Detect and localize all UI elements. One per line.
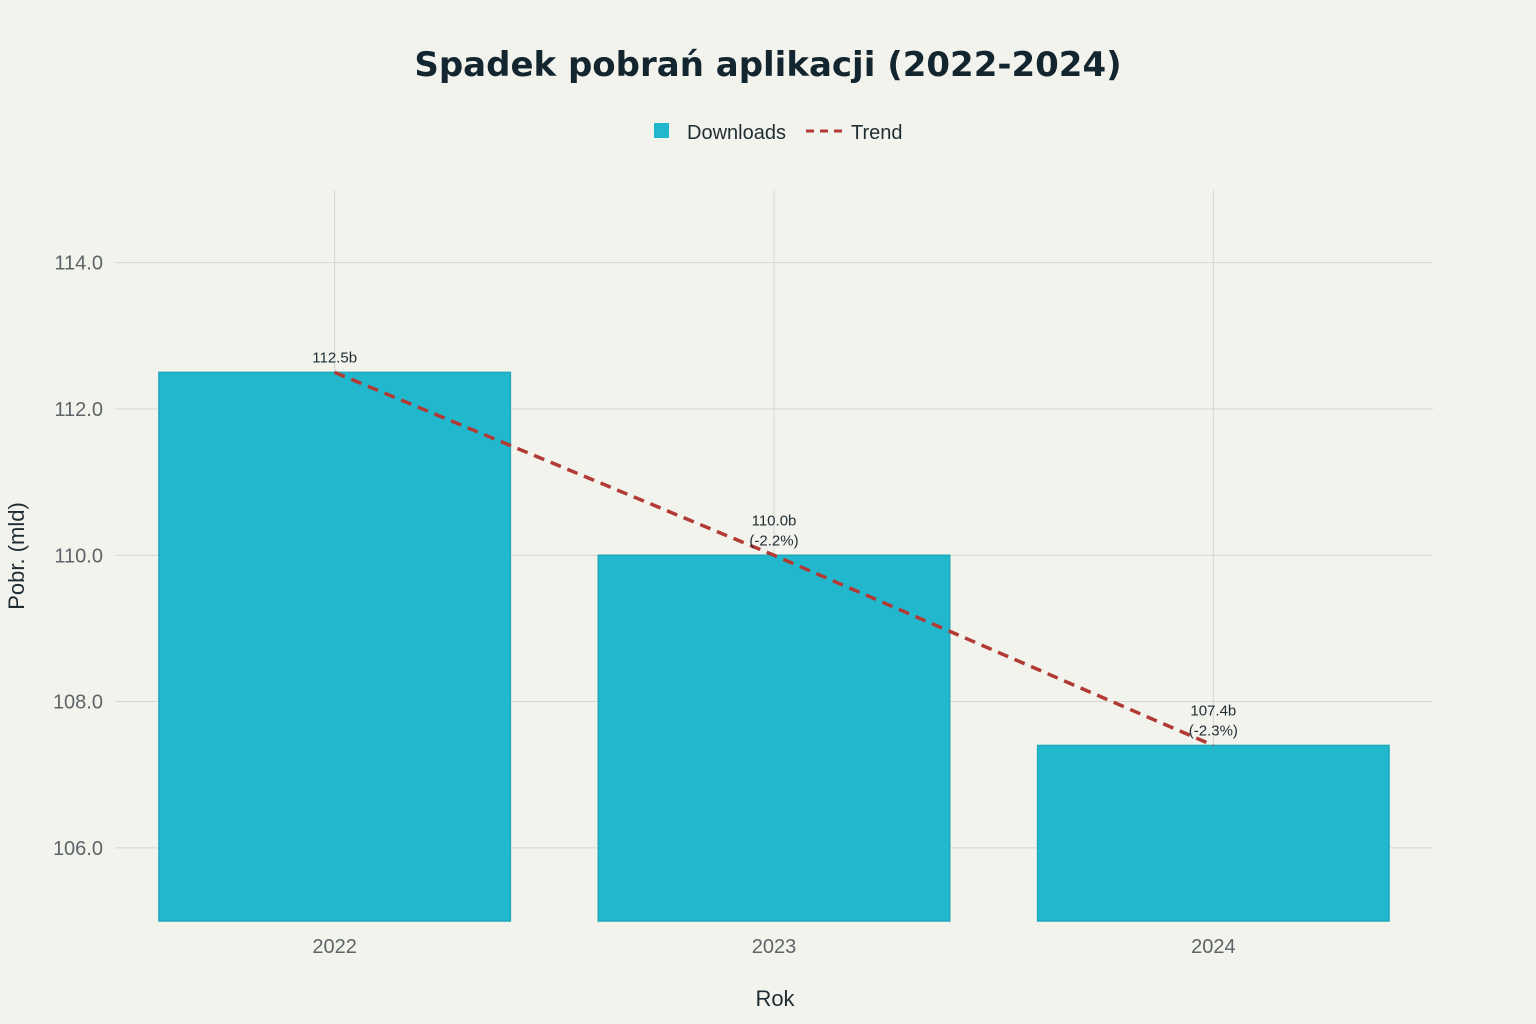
x-tick-label: 2023 [752,936,797,958]
legend: Downloads Trend [654,122,903,144]
legend-swatch-downloads [654,123,669,138]
chart-title: Spadek pobrań aplikacji (2022-2024) [414,45,1121,85]
x-tick-label: 2024 [1191,936,1236,958]
data-label: 107.4b [1190,702,1236,719]
trend-line [333,370,1215,748]
data-label: 112.5b [312,349,357,366]
axis-ticks: 106.0 108.0 110.0 112.0 114.0 2022 2023 2024 [53,253,1236,958]
data-labels: 112.5b 110.0b (-2.2%) 107.4b (-2.3%) [312,349,1238,739]
x-tick-label: 2022 [312,936,357,958]
y-tick-label: 112.0 [54,399,103,421]
bar-2022 [158,371,512,922]
y-tick-label: 106.0 [53,838,103,860]
legend-label-trend: Trend [851,122,903,144]
y-axis-title: Pobr. (mld) [4,502,29,610]
y-tick-label: 110.0 [54,545,103,567]
y-tick-label: 114.0 [54,253,103,275]
trend-line-path [333,370,1215,748]
bar-2023 [597,554,951,922]
legend-label-downloads: Downloads [687,122,786,144]
bars [158,371,1390,922]
bar-2024 [1036,744,1390,922]
x-axis-title: Rok [755,986,795,1011]
data-label: (-2.2%) [749,532,798,549]
data-label: 110.0b [752,512,797,529]
y-tick-label: 108.0 [53,692,103,714]
data-label: (-2.3%) [1189,722,1238,739]
